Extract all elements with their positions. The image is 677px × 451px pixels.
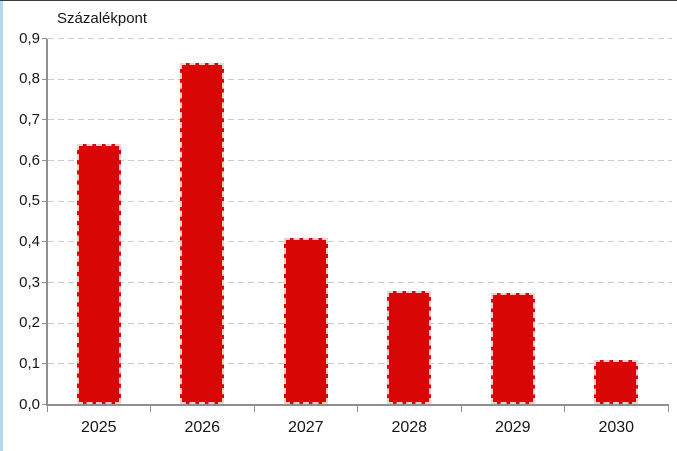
y-axis-line (46, 38, 48, 406)
x-axis-tick-2 (253, 405, 255, 412)
y-axis-label-0,0: 0,0 (19, 395, 40, 413)
chart-title: Százalékpont (57, 10, 148, 27)
y-axis-label-0,6: 0,6 (19, 151, 40, 169)
y-axis-tick-0,3 (42, 282, 47, 283)
gridline-0,7 (48, 119, 672, 121)
gridline-0,2 (48, 322, 672, 324)
y-axis-label-0,7: 0,7 (19, 110, 40, 128)
x-axis-label-2030: 2030 (598, 418, 635, 436)
left-edge-strip (0, 1, 3, 451)
gridline-0,9 (48, 38, 672, 39)
y-axis-tick-0,8 (42, 78, 47, 80)
y-axis-label-0,8: 0,8 (19, 70, 40, 88)
x-axis-tick-3 (357, 405, 358, 412)
gridline-0,5 (48, 200, 672, 202)
bar-2026 (180, 62, 225, 405)
y-axis-label-0,5: 0,5 (19, 192, 40, 210)
top-border-line (0, 0, 677, 1)
y-axis-tick-0,1 (42, 363, 47, 365)
y-axis-tick-0,9 (42, 38, 47, 39)
y-axis-label-0,3: 0,3 (19, 273, 40, 291)
x-axis-label-2028: 2028 (391, 418, 428, 436)
bar-2027 (283, 237, 328, 405)
y-axis-label-0,2: 0,2 (19, 314, 40, 332)
x-axis-tick-0 (46, 405, 48, 412)
y-axis-label-0,1: 0,1 (19, 354, 40, 372)
bar-2028 (387, 290, 432, 405)
y-axis-tick-0,0 (42, 404, 47, 405)
gridline-0,8 (48, 78, 672, 80)
x-axis-tick-6 (667, 405, 669, 412)
x-axis-tick-5 (564, 405, 565, 412)
x-axis-tick-4 (460, 405, 462, 412)
y-axis-label-0,4: 0,4 (19, 232, 40, 250)
bar-2025 (76, 144, 121, 405)
y-axis-tick-0,2 (42, 322, 47, 324)
gridline-0,6 (48, 160, 672, 161)
gridline-0,1 (48, 363, 672, 365)
y-axis-tick-0,7 (42, 119, 47, 121)
gridline-0,4 (48, 241, 672, 243)
x-axis-label-2027: 2027 (287, 418, 324, 436)
y-axis-tick-0,6 (42, 160, 47, 161)
y-axis-tick-0,5 (42, 200, 47, 202)
y-axis-tick-0,4 (42, 241, 47, 243)
x-axis-line (46, 403, 669, 406)
x-axis-label-2029: 2029 (494, 418, 531, 436)
x-axis-tick-1 (150, 405, 151, 412)
x-axis-label-2026: 2026 (184, 418, 221, 436)
y-axis-label-0,9: 0,9 (19, 29, 40, 47)
bar-2029 (490, 292, 535, 405)
gridline-0,3 (48, 282, 672, 283)
bar-2030 (594, 359, 639, 405)
x-axis-label-2025: 2025 (80, 418, 117, 436)
